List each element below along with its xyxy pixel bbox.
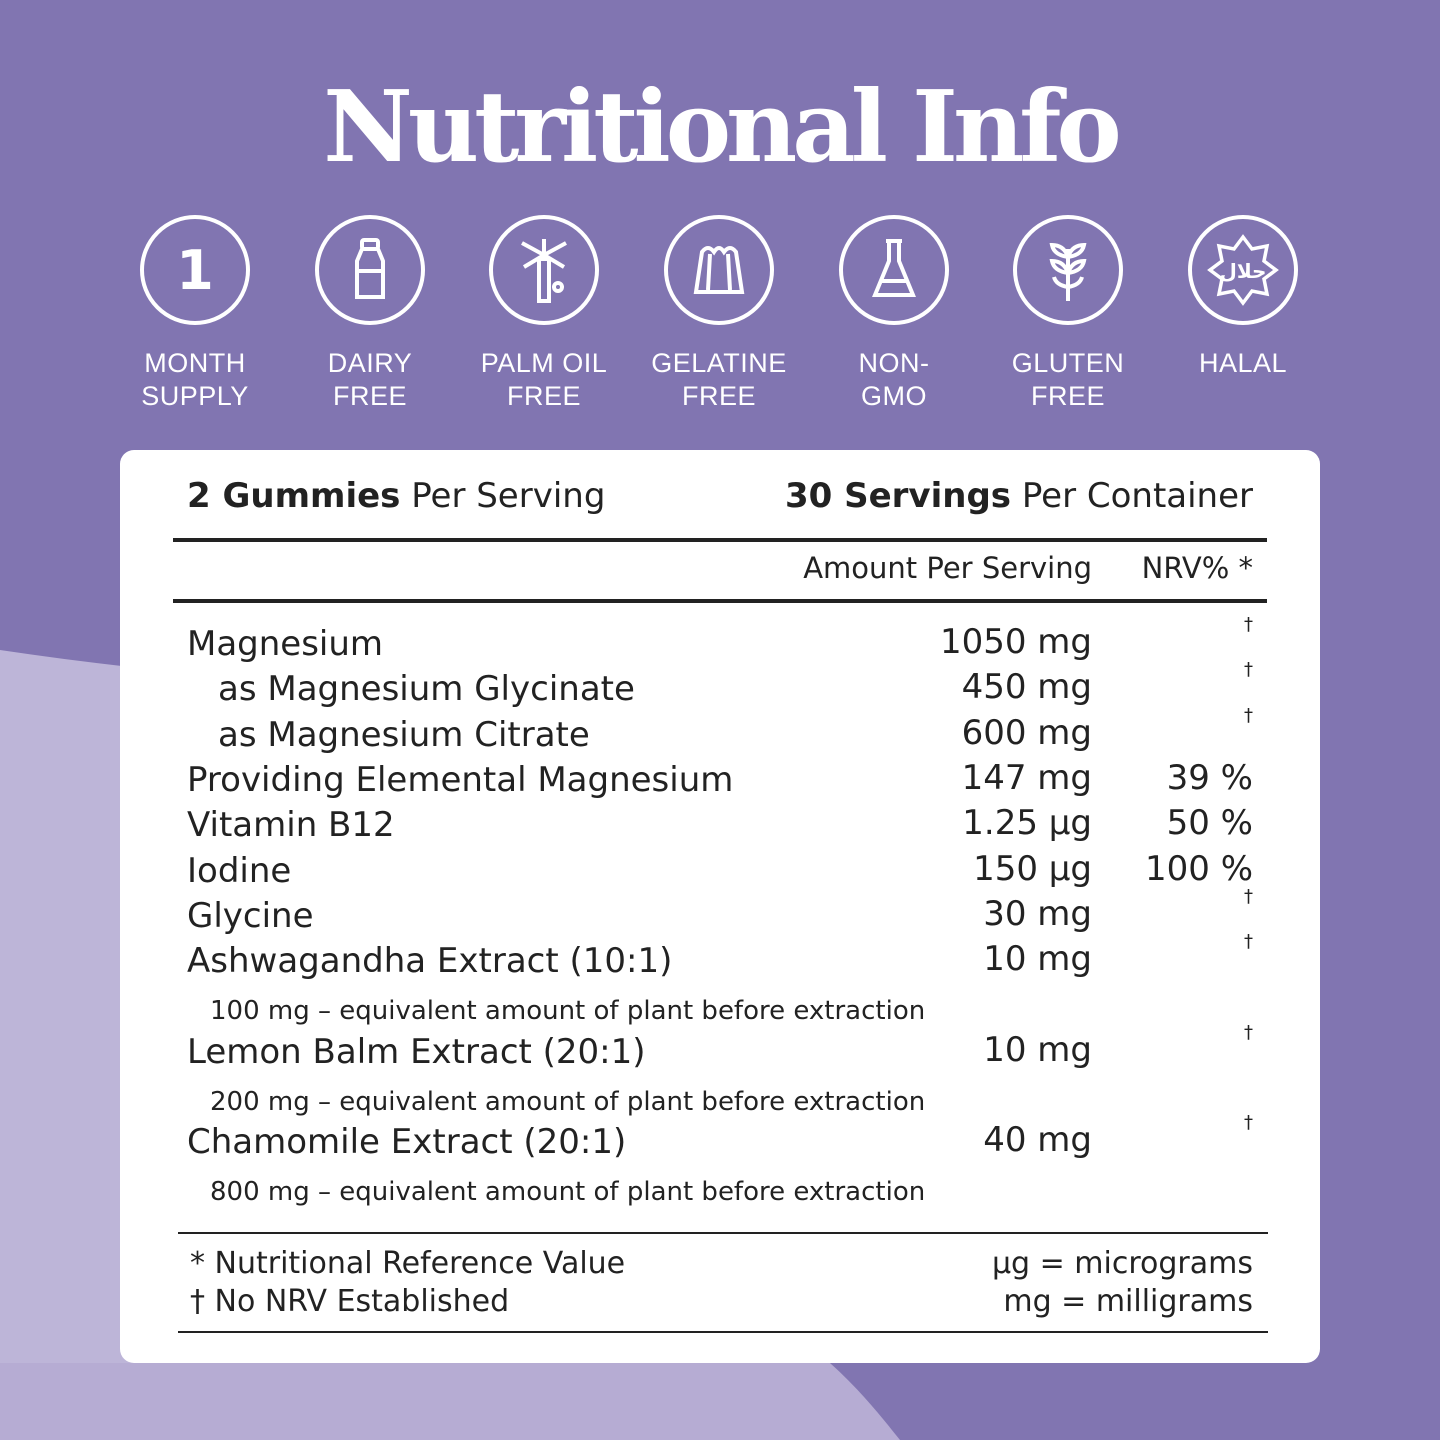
- nutrient-amount: 147 mg: [961, 757, 1092, 798]
- badge-label: FREE: [332, 381, 407, 411]
- nutrition-card: 2 Gummies Per Serving 30 Servings Per Co…: [120, 450, 1320, 1363]
- page-title: Nutritional Info: [323, 70, 1122, 185]
- nutrient-name: Glycine: [187, 895, 314, 936]
- badge-label: HALAL: [1198, 348, 1288, 378]
- divider: [173, 599, 1267, 603]
- nutrient-name: Ashwagandha Extract (10:1): [187, 941, 673, 982]
- nutrient-nrv: †: [1244, 1021, 1253, 1043]
- nutrient-nrv: †: [1244, 659, 1253, 681]
- nutrient-amount: 1.25 µg: [962, 803, 1092, 844]
- nutrient-name: Magnesium: [187, 624, 384, 664]
- badge-label: GMO: [861, 381, 927, 411]
- serving-size: 2 Gummies Per Serving: [187, 476, 606, 516]
- nutrient-amount: 150 µg: [973, 848, 1092, 889]
- badge-label: NON-: [858, 348, 930, 378]
- badge-wheat: GLUTEN FREE: [983, 215, 1153, 413]
- nutrient-nrv: †: [1244, 885, 1253, 907]
- badge-label: FREE: [506, 381, 581, 411]
- halal-seal-icon: حلال: [1188, 215, 1298, 325]
- amount-header: Amount Per Serving: [803, 551, 1092, 585]
- nutrient-name: Providing Elemental Magnesium: [187, 759, 734, 800]
- nutrient-amount: 600 mg: [961, 712, 1092, 753]
- nutrient-name: as Magnesium Glycinate: [218, 669, 635, 710]
- divider: [178, 1331, 1268, 1333]
- badge-label: DAIRY: [327, 348, 413, 378]
- nutrient-amount: 40 mg: [983, 1120, 1092, 1161]
- badge-jelly: GELATINE FREE: [634, 215, 804, 413]
- extract-note: 100 mg – equivalent amount of plant befo…: [210, 996, 926, 1027]
- nutrient-nrv: 50 %: [1166, 803, 1253, 844]
- nutrient-nrv: †: [1244, 704, 1253, 726]
- number-one-icon: 1: [140, 215, 250, 325]
- nutrient-name: Chamomile Extract (20:1): [187, 1122, 627, 1163]
- badge-label: GLUTEN: [1011, 348, 1125, 378]
- extract-note: 200 mg – equivalent amount of plant befo…: [210, 1086, 926, 1117]
- nutrient-amount: 30 mg: [983, 893, 1092, 934]
- nutrient-nrv: 100 %: [1144, 848, 1253, 889]
- badge-label: SUPPLY: [141, 381, 249, 411]
- nutrient-amount: 1050 mg: [939, 622, 1092, 662]
- badge-milk-bottle: DAIRY FREE: [285, 215, 455, 413]
- badge-halal-seal: حلال HALAL: [1158, 215, 1328, 380]
- nutrient-name: Lemon Balm Extract (20:1): [187, 1031, 646, 1072]
- svg-text:حلال: حلال: [1220, 259, 1267, 283]
- flask-icon: [839, 215, 949, 325]
- divider: [178, 1232, 1268, 1234]
- nrv-header: NRV% *: [1141, 551, 1253, 585]
- wheat-icon: [1013, 215, 1123, 325]
- servings-per-container: 30 Servings Per Container: [784, 476, 1253, 516]
- badge-label: PALM OIL: [480, 348, 608, 378]
- divider: [173, 538, 1267, 542]
- badge-palm-tree: PALM OIL FREE: [459, 215, 629, 413]
- palm-tree-icon: [489, 215, 599, 325]
- footnote-nrv: * Nutritional Reference Value: [190, 1246, 626, 1281]
- badge-label: FREE: [1030, 381, 1105, 411]
- badge-number-one: 1 MONTH SUPPLY: [110, 215, 280, 413]
- nutrient-name: Iodine: [187, 850, 292, 891]
- nutrient-nrv: 39 %: [1166, 757, 1253, 798]
- jelly-icon: [664, 215, 774, 325]
- nutrient-amount: 10 mg: [983, 1029, 1092, 1070]
- badge-flask: NON- GMO: [809, 215, 979, 413]
- nutrient-amount: 10 mg: [983, 939, 1092, 980]
- footnote-no-nrv: † No NRV Established: [190, 1284, 510, 1319]
- unit-milligrams: mg = milligrams: [1003, 1284, 1253, 1319]
- unit-micrograms: µg = micrograms: [991, 1246, 1253, 1281]
- badge-label: GELATINE: [651, 348, 787, 378]
- nutrient-nrv: †: [1244, 931, 1253, 953]
- badge-label: FREE: [681, 381, 756, 411]
- nutrient-amount: 450 mg: [961, 667, 1092, 708]
- nutrient-nrv: †: [1244, 1112, 1253, 1134]
- nutrient-nrv: †: [1244, 614, 1253, 635]
- nutrient-name: as Magnesium Citrate: [218, 714, 590, 755]
- badge-label: MONTH: [144, 348, 246, 378]
- nutrient-name: Vitamin B12: [187, 805, 395, 846]
- milk-bottle-icon: [315, 215, 425, 325]
- extract-note: 800 mg – equivalent amount of plant befo…: [210, 1177, 926, 1208]
